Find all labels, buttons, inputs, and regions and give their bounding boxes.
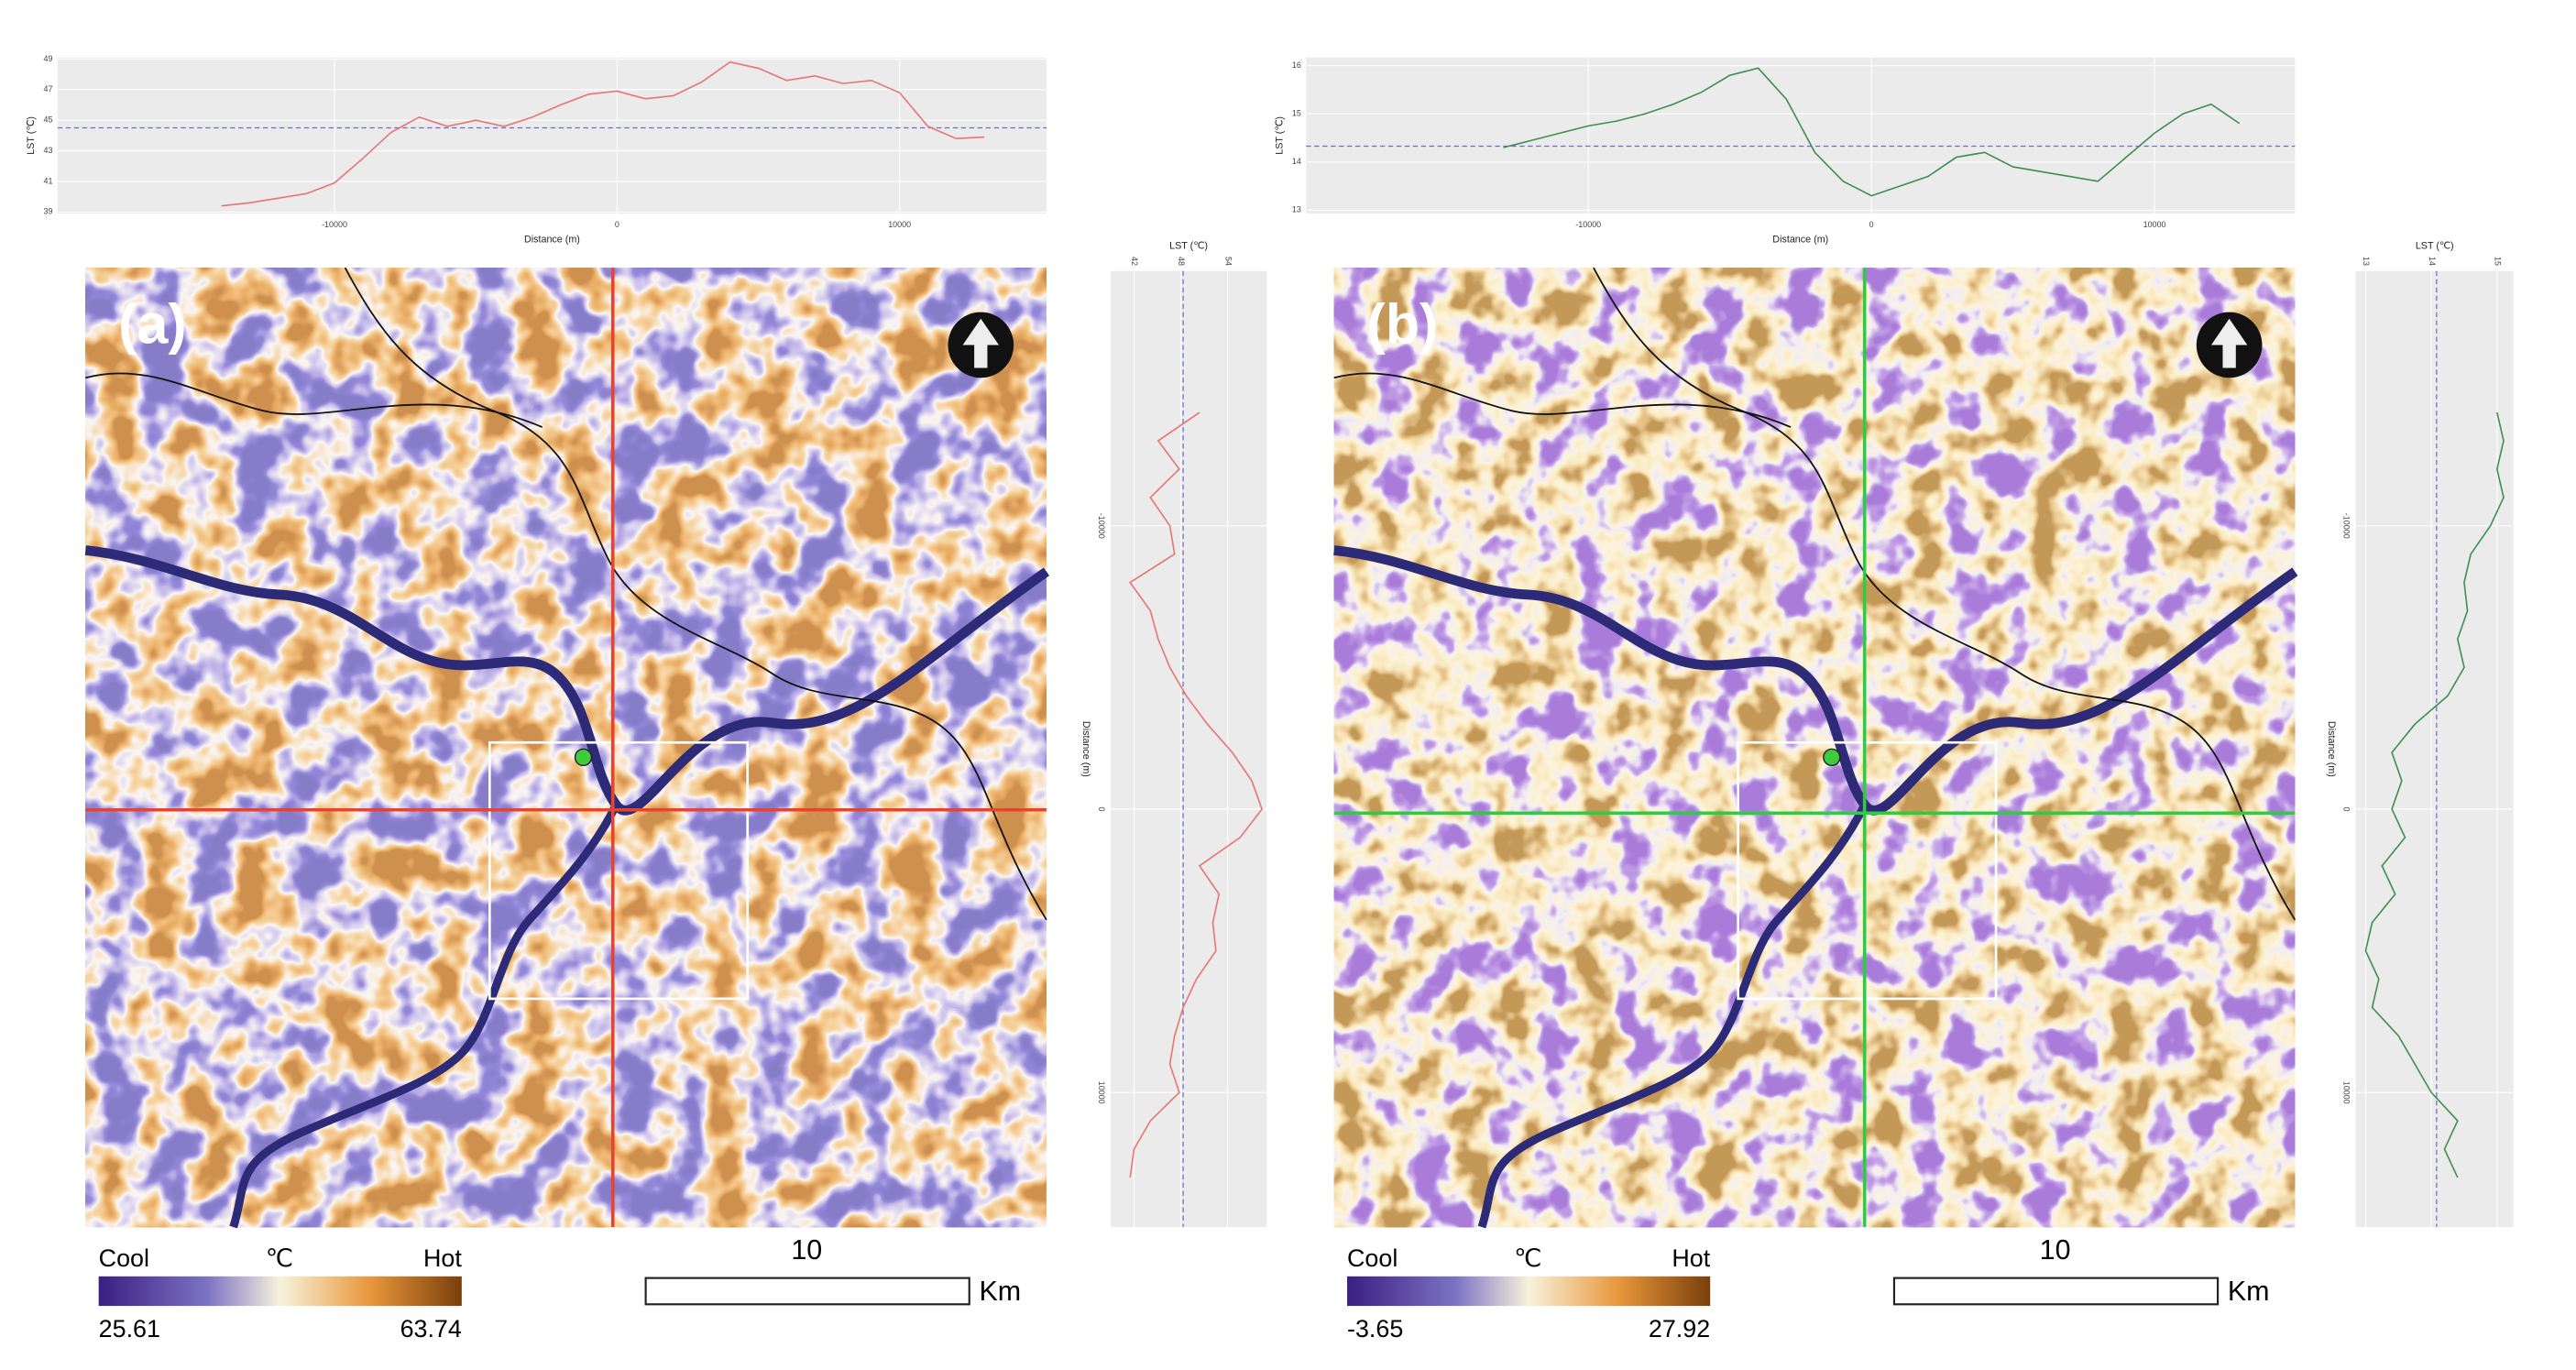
- distance-tick-label: -10000: [2342, 513, 2351, 539]
- lst-tick-label: 54: [1223, 257, 1233, 266]
- legend-min: -3.65: [1347, 1315, 1403, 1343]
- boundary: [1593, 267, 2296, 921]
- profile-line: [221, 60, 985, 207]
- scale-value: 10: [791, 1234, 822, 1266]
- site-marker: [1823, 748, 1841, 767]
- distance-axis-label: Distance (m): [1080, 721, 1091, 777]
- legend-high: Hot: [1672, 1244, 1710, 1272]
- panel-label: (a): [118, 293, 186, 356]
- boundary: [1333, 372, 1792, 428]
- river: [84, 545, 1050, 816]
- river: [1477, 803, 1869, 1229]
- scale-bar: [644, 1277, 970, 1306]
- legend-unit: ℃: [1514, 1244, 1541, 1272]
- lst-tick-label: 48: [1177, 257, 1186, 266]
- distance-tick-label: 10000: [2342, 1081, 2351, 1104]
- lst-tick-label: 15: [2493, 257, 2502, 266]
- distance-tick-label: 0: [615, 220, 619, 229]
- lst-tick-label: 42: [1130, 257, 1139, 266]
- legend-max: 27.92: [1649, 1315, 1710, 1343]
- distance-tick-label: 10000: [2143, 220, 2166, 229]
- legend-unit: ℃: [266, 1244, 293, 1272]
- lst-tick-label: 41: [44, 176, 53, 185]
- plot-background: [1110, 270, 1267, 1228]
- map: (b): [1333, 267, 2298, 1229]
- site-marker: [574, 748, 593, 767]
- distance-tick-label: 10000: [1097, 1081, 1106, 1104]
- boundary: [344, 267, 1047, 921]
- lst-tick-label: 47: [44, 84, 53, 93]
- legend-min: 25.61: [99, 1315, 160, 1343]
- profile-line: [1129, 411, 1263, 1178]
- legend: Cool ℃ Hot 25.61 63.74 10 Km: [98, 1234, 1021, 1343]
- legend-max: 63.74: [400, 1315, 462, 1343]
- river: [229, 803, 620, 1229]
- map: (a): [84, 267, 1050, 1229]
- profile-line: [2364, 411, 2505, 1178]
- lst-tick-label: 14: [2428, 257, 2437, 266]
- scale-value: 10: [2040, 1234, 2071, 1266]
- lst-tick-label: 45: [44, 115, 53, 125]
- legend: Cool ℃ Hot -3.65 27.92 10 Km: [1347, 1234, 2270, 1343]
- north-arrow-symbol: [2210, 318, 2248, 368]
- map-raster: [1333, 268, 2296, 1228]
- scale-bar: [1892, 1277, 2220, 1306]
- distance-tick-label: -10000: [1575, 220, 1601, 229]
- study-area: [488, 740, 750, 1001]
- distance-tick-label: -10000: [322, 220, 347, 229]
- river: [1333, 545, 2298, 816]
- distance-tick-label: -10000: [1097, 513, 1106, 539]
- distance-tick-label: 0: [2342, 806, 2351, 811]
- distance-tick-label: 0: [1097, 806, 1106, 811]
- lst-tick-label: 49: [44, 54, 53, 63]
- lst-tick-label: 13: [2362, 257, 2371, 266]
- north-arrow-symbol: [962, 318, 1000, 368]
- plot-background: [57, 57, 1047, 214]
- study-area: [1737, 740, 1998, 1001]
- colorbar: [98, 1276, 462, 1307]
- boundary: [85, 372, 543, 428]
- lst-tick-label: 14: [1292, 157, 1301, 166]
- lst-tick-label: 39: [44, 207, 53, 216]
- legend-low: Cool: [1347, 1244, 1398, 1272]
- lst-tick-label: 43: [44, 146, 53, 155]
- lst-axis-label: LST (℃): [1274, 116, 1285, 155]
- lst-tick-label: 16: [1292, 60, 1301, 70]
- plot-background: [2355, 270, 2514, 1228]
- distance-axis-label: Distance (m): [1772, 235, 1828, 246]
- scale-unit: Km: [2228, 1276, 2270, 1307]
- legend-high: Hot: [423, 1244, 462, 1272]
- colorbar: [1347, 1276, 1711, 1307]
- lst-axis-label: LST (℃): [26, 116, 37, 155]
- distance-tick-label: 0: [1869, 220, 1874, 229]
- lst-tick-label: 15: [1292, 109, 1301, 118]
- lst-axis-label: LST (℃): [2416, 241, 2454, 252]
- map-raster: [85, 268, 1047, 1228]
- profile-line: [1503, 67, 2241, 197]
- panel-label: (b): [1367, 293, 1439, 356]
- scale-unit: Km: [979, 1276, 1021, 1307]
- distance-axis-label: Distance (m): [2326, 721, 2337, 777]
- legend-low: Cool: [99, 1244, 149, 1272]
- lst-axis-label: LST (℃): [1169, 241, 1208, 252]
- lst-tick-label: 13: [1292, 205, 1301, 214]
- plot-background: [1306, 57, 2296, 214]
- distance-axis-label: Distance (m): [524, 235, 580, 246]
- distance-tick-label: 10000: [888, 220, 911, 229]
